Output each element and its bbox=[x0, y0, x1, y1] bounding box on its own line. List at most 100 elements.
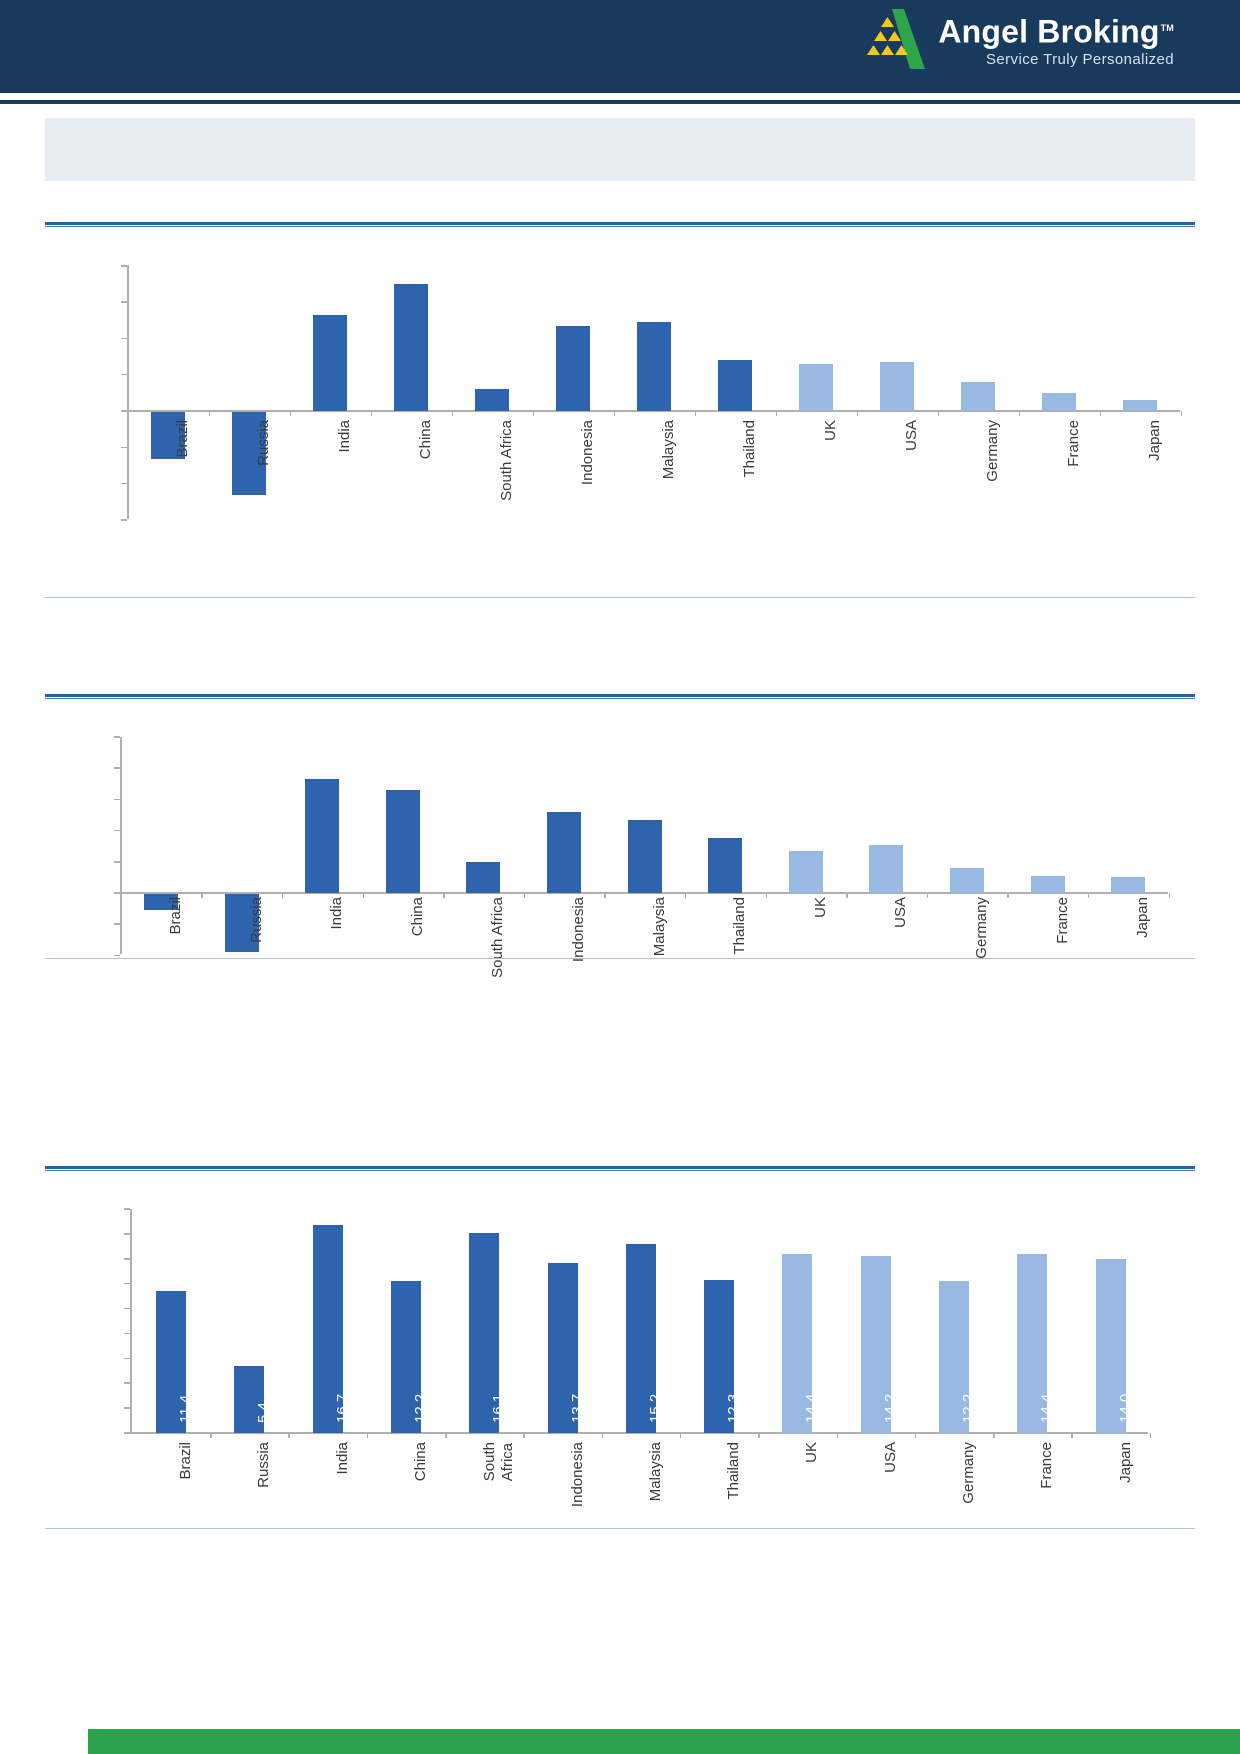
category-label: India bbox=[333, 1442, 351, 1475]
category-label: China bbox=[408, 897, 426, 937]
x-axis bbox=[127, 410, 1180, 412]
x-axis-tick bbox=[926, 893, 929, 898]
x-axis-tick bbox=[1007, 893, 1009, 898]
bar-thailand bbox=[708, 838, 743, 893]
category-label: Germany bbox=[973, 897, 990, 959]
angel-broking-logo-icon bbox=[867, 9, 926, 69]
y-axis-tick bbox=[114, 861, 120, 863]
y-axis-tick bbox=[124, 1407, 130, 1409]
x-axis-tick bbox=[1099, 411, 1101, 416]
bar-china bbox=[385, 790, 420, 893]
x-axis-tick bbox=[765, 893, 767, 898]
x-axis-tick bbox=[937, 411, 939, 416]
y-axis-tick bbox=[114, 736, 120, 738]
x-axis-tick bbox=[1180, 411, 1182, 416]
bar-value-label: 12.3 bbox=[725, 1393, 743, 1423]
logo-group: Angel BrokingTM Service Truly Personaliz… bbox=[865, 7, 1174, 71]
y-axis bbox=[127, 265, 129, 519]
x-axis-tick bbox=[523, 893, 526, 898]
bar-russia bbox=[234, 1365, 265, 1433]
y-axis-tick bbox=[121, 265, 127, 267]
bar-france bbox=[1042, 392, 1076, 411]
x-axis-tick bbox=[846, 893, 848, 898]
category-label: UK bbox=[803, 1442, 821, 1463]
category-label: Japan bbox=[1134, 897, 1152, 938]
category-label: Russia bbox=[247, 897, 265, 943]
bar-value-label: 11.4 bbox=[177, 1394, 194, 1423]
bar-south-africa bbox=[475, 389, 509, 411]
category-label: Indonesia bbox=[579, 420, 596, 486]
x-axis-tick bbox=[210, 1433, 212, 1438]
x-axis-tick bbox=[613, 411, 615, 416]
bar-thailand bbox=[704, 1279, 735, 1433]
x-axis-tick bbox=[1071, 1433, 1073, 1438]
bar-usa bbox=[860, 1256, 891, 1433]
category-label: Thailand bbox=[725, 1442, 743, 1500]
x-axis-tick bbox=[289, 411, 291, 416]
brand-text: Angel BrokingTM Service Truly Personaliz… bbox=[938, 10, 1174, 68]
y-axis-tick bbox=[114, 798, 120, 801]
header-underline bbox=[0, 100, 1240, 104]
category-label: USA bbox=[892, 897, 910, 928]
category-label: France bbox=[1038, 1442, 1056, 1489]
bar-thailand bbox=[718, 360, 752, 411]
bar-brazil bbox=[144, 894, 178, 910]
category-label: France bbox=[1065, 420, 1082, 467]
bar-value-label: 16.1 bbox=[490, 1393, 508, 1423]
bar-indonesia bbox=[547, 1262, 578, 1433]
bar-brazil bbox=[151, 412, 185, 460]
y-axis-tick bbox=[124, 1282, 130, 1285]
y-axis-tick bbox=[124, 1307, 130, 1310]
bar-value-label: 5.4 bbox=[255, 1402, 273, 1423]
y-axis-tick bbox=[114, 892, 120, 894]
bar-value-label: 13.7 bbox=[568, 1393, 586, 1423]
bar-malaysia bbox=[627, 819, 662, 893]
category-label: Germany bbox=[960, 1442, 977, 1504]
bar-value-label: 14.2 bbox=[881, 1393, 899, 1423]
category-label: South Africa bbox=[498, 420, 515, 501]
bar-value-label: 14.4 bbox=[1038, 1393, 1056, 1423]
x-axis-tick bbox=[914, 1433, 917, 1438]
y-axis-tick bbox=[124, 1432, 130, 1434]
bar-value-label: 12.2 bbox=[960, 1393, 977, 1423]
x-axis-tick bbox=[281, 893, 284, 898]
x-axis-tick bbox=[836, 1433, 839, 1438]
x-axis-tick bbox=[1087, 893, 1090, 898]
bar-uk bbox=[788, 850, 823, 893]
category-label: Brazil bbox=[177, 1442, 194, 1480]
category-label: Malaysia bbox=[650, 897, 668, 957]
bar-indonesia bbox=[556, 325, 590, 411]
bar-russia bbox=[232, 412, 266, 496]
x-axis-tick bbox=[684, 893, 687, 898]
bar-india bbox=[312, 1225, 343, 1433]
y-axis-tick bbox=[121, 373, 127, 376]
y-axis-tick bbox=[124, 1332, 130, 1335]
bar-india bbox=[305, 779, 340, 893]
title-band bbox=[45, 118, 1195, 181]
x-axis-tick bbox=[1018, 411, 1020, 416]
category-label: UK bbox=[822, 420, 839, 441]
y-axis-tick bbox=[121, 301, 127, 303]
category-label: China bbox=[411, 1442, 429, 1482]
bar-malaysia bbox=[625, 1243, 656, 1433]
category-label: Russia bbox=[255, 1442, 273, 1488]
divider-1 bbox=[45, 597, 1195, 599]
bar-japan bbox=[1095, 1258, 1126, 1433]
x-axis-tick bbox=[758, 1433, 760, 1438]
x-axis-tick bbox=[532, 411, 534, 416]
x-axis-tick bbox=[445, 1433, 447, 1438]
x-axis bbox=[130, 1432, 1148, 1434]
y-axis-tick bbox=[124, 1357, 130, 1360]
x-axis-tick bbox=[1149, 1433, 1152, 1438]
chart-1-title-rule bbox=[45, 222, 1195, 227]
y-axis-tick bbox=[124, 1208, 130, 1210]
category-label: USA bbox=[903, 420, 920, 451]
x-axis-tick bbox=[523, 1433, 525, 1438]
category-label: Thailand bbox=[741, 420, 758, 478]
bar-uk bbox=[782, 1253, 813, 1433]
category-label: France bbox=[1053, 897, 1071, 944]
y-axis-tick bbox=[114, 923, 120, 925]
category-label: Brazil bbox=[167, 897, 184, 935]
bar-brazil bbox=[156, 1291, 186, 1433]
